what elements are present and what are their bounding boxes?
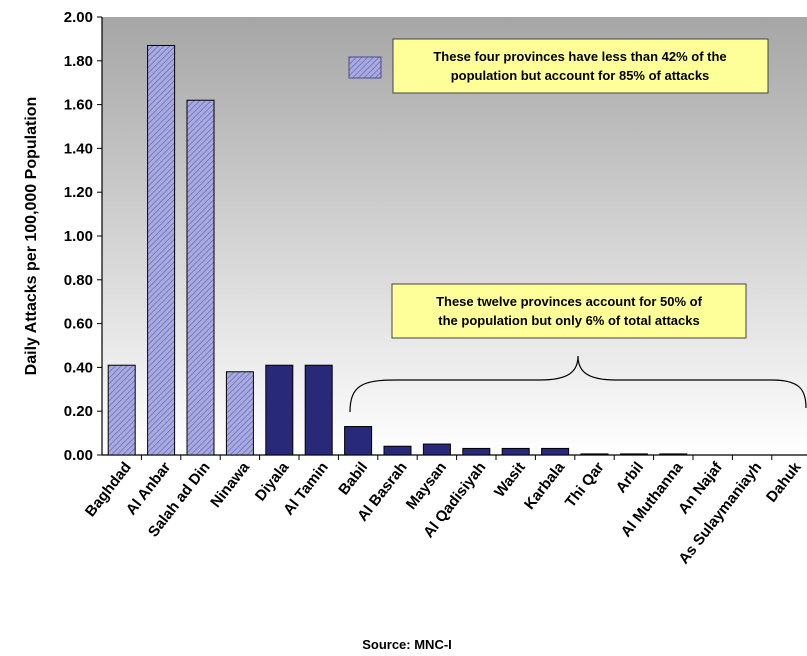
category-label: Thi Qar (562, 459, 608, 511)
bar-karbala (541, 447, 570, 456)
y-tick-label: 1.60 (64, 97, 93, 114)
y-tick-label: 2.00 (64, 9, 93, 26)
y-tick-label: 0.20 (64, 403, 93, 420)
bar-baghdad (107, 364, 136, 456)
category-label: Karbala (521, 458, 569, 512)
y-tick-label: 1.00 (64, 228, 93, 245)
bar-al-basrah (383, 445, 412, 456)
bar-arbil (619, 453, 648, 456)
annotation-1-line-2: population but account for 85% of attack… (451, 68, 710, 83)
bar-ninawa (225, 371, 254, 456)
bar-maysan (422, 443, 451, 456)
y-tick-label: 1.40 (64, 140, 93, 157)
bar-diyala (265, 364, 294, 456)
category-label: Ninawa (207, 458, 253, 510)
bar-al-tamin (304, 364, 333, 456)
curly-bracket (349, 355, 807, 413)
legend-swatch-hatched (348, 56, 382, 79)
bars-group (107, 44, 688, 456)
y-tick-label: 1.20 (64, 184, 93, 201)
annotation-1-line-1: These four provinces have less than 42% … (433, 49, 726, 64)
bar-thi-qar (580, 453, 609, 456)
y-tick-label: 0.80 (64, 272, 93, 289)
bar-al-qadisiyah (462, 447, 491, 456)
bar-babil (344, 426, 373, 456)
annotation-2-line-2: the population but only 6% of total atta… (438, 313, 699, 328)
bar-al-muthanna (659, 453, 688, 456)
category-label: Babil (335, 459, 371, 498)
y-tick-label: 0.00 (64, 447, 93, 464)
y-tick-label: 0.40 (64, 359, 93, 376)
annotation-box-1 (392, 38, 769, 94)
annotation-2-line-1: These twelve provinces account for 50% o… (436, 294, 703, 309)
bar-salah-ad-din (186, 99, 215, 456)
bar-wasit (501, 447, 530, 456)
source-note: Source: MNC-I (362, 637, 452, 652)
annotation-box-2 (391, 283, 747, 339)
bar-al-anbar (147, 44, 176, 456)
y-axis-title: Daily Attacks per 100,000 Population (23, 97, 40, 376)
category-label: Arbil (613, 459, 647, 496)
y-tick-label: 1.80 (64, 53, 93, 70)
category-label: Dahuk (763, 458, 805, 505)
y-tick-label: 0.60 (64, 316, 93, 333)
category-label: Diyala (252, 458, 293, 504)
y-axis: 0.00 0.20 0.40 0.60 0.80 1.00 1.20 1.40 1.60 1.80… (64, 9, 807, 464)
category-label: Wasit (491, 459, 529, 501)
